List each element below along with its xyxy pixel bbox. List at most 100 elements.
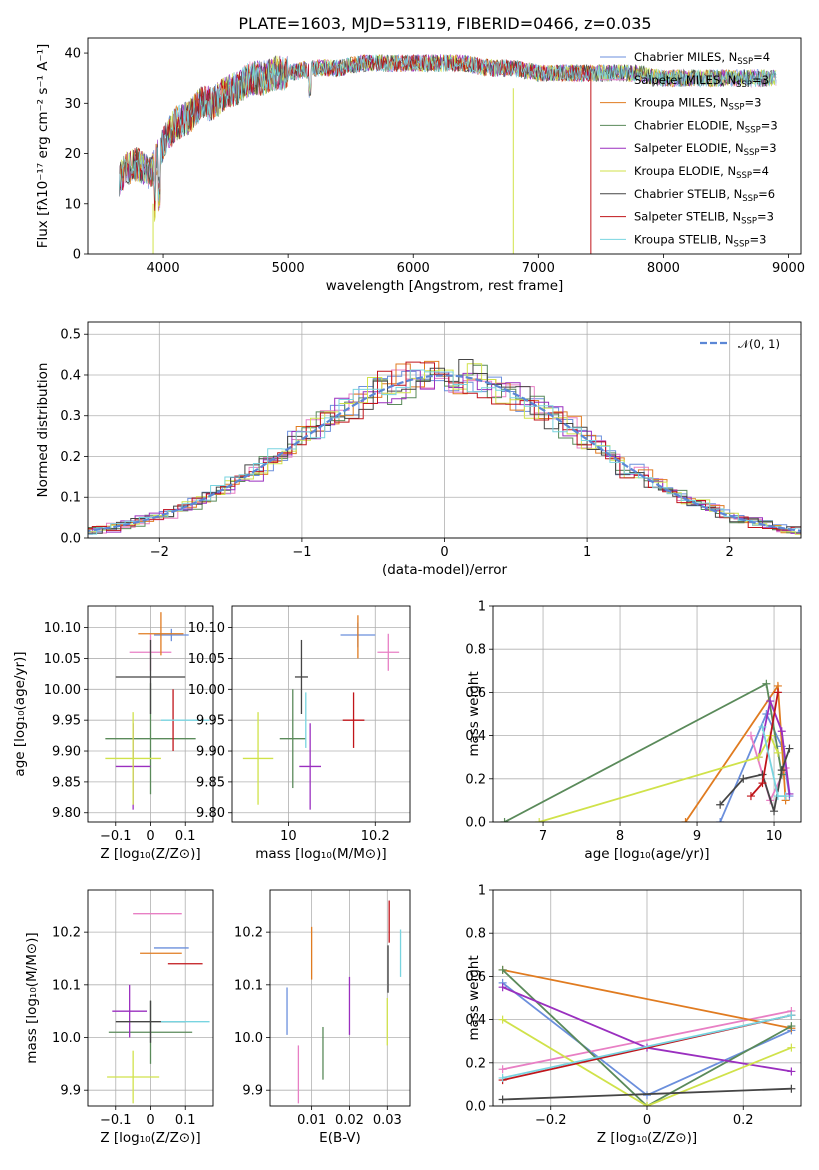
weight-line-6 xyxy=(502,1018,792,1106)
x-tick-label: 0.02 xyxy=(335,1113,364,1128)
x-tick-label: −0.1 xyxy=(100,1113,132,1128)
weight-marker xyxy=(762,679,771,688)
weight-marker xyxy=(773,792,782,801)
y-axis-label: mass weight xyxy=(466,955,482,1040)
y-axis-label: Normed distribution xyxy=(35,363,51,498)
x-tick-label: 5000 xyxy=(272,261,305,276)
weight-marker xyxy=(781,792,790,801)
y-tick-label: 0.4 xyxy=(465,729,486,744)
x-axis-label: age [log₁₀(age/yr)] xyxy=(584,846,709,862)
axes-frame: 0.01 0.02 0.03 9.9 10.0 10.1 10.2 E(B-V) xyxy=(234,889,411,1146)
axes-frame: 4000 5000 6000 7000 8000 9000 0 10 20 30 40 wavelen… xyxy=(35,37,805,294)
axes-frame: −0.2 0 0.2 0.0 0.2 0.4 0.6 0.8 1 Z [log₁₀(Z/Z⊙)] m… xyxy=(465,884,802,1146)
x-tick-label: 0 xyxy=(440,545,448,560)
weight-line-9 xyxy=(502,1014,792,1079)
weight-line-3 xyxy=(502,969,792,1030)
histogram-7 xyxy=(88,359,801,535)
y-tick-label: 30 xyxy=(64,97,81,112)
x-axis-label: Z [log₁₀(Z/Z⊙)] xyxy=(100,846,200,862)
axes-frame: −0.1 0 0.1 9.9 10.0 10.1 10.2 Z [log₁₀(Z/Z⊙)] ma… xyxy=(24,889,214,1146)
weight-marker xyxy=(787,1011,796,1020)
x-tick-label: 7 xyxy=(539,829,547,844)
panel-mass_vs_EBV: 0.01 0.02 0.03 9.9 10.0 10.1 10.2 E(B-V) xyxy=(234,889,411,1146)
errorbar-point xyxy=(115,639,186,714)
spectrum-line-9 xyxy=(119,54,777,202)
y-tick-label: 10.2 xyxy=(52,926,81,941)
y-tick-label: 0.8 xyxy=(465,927,486,942)
plot-area xyxy=(498,965,796,1106)
y-tick-label: 10.10 xyxy=(44,621,81,636)
y-tick-label: 10.2 xyxy=(234,926,263,941)
weight-marker xyxy=(681,818,690,822)
histogram-8 xyxy=(88,361,801,531)
x-tick-label: 9 xyxy=(693,829,701,844)
x-tick-label: 0.2 xyxy=(733,1113,754,1128)
y-tick-label: 0 xyxy=(73,248,81,263)
y-tick-label: 9.95 xyxy=(52,714,81,729)
y-tick-label: 20 xyxy=(64,147,81,162)
x-tick-label: 10 xyxy=(766,829,783,844)
weight-marker xyxy=(498,1073,507,1082)
x-tick-label: 8 xyxy=(616,829,624,844)
axes-frame: 7 8 9 10 0.0 0.2 0.4 0.6 0.8 1 age [log₁₀(age/yr)]… xyxy=(465,600,802,862)
weight-marker xyxy=(777,766,786,775)
errorbar-point xyxy=(299,723,321,810)
y-tick-label: 0.2 xyxy=(465,1056,486,1071)
errorbar-point xyxy=(138,612,184,656)
errorbar-point xyxy=(107,1050,160,1104)
x-tick-label: 4000 xyxy=(147,261,180,276)
legend-label: Salpeter ELODIE, NSSP=3 xyxy=(634,141,777,158)
x-tick-label: 6000 xyxy=(397,261,430,276)
plot-area xyxy=(500,679,794,822)
spectrum-line-7 xyxy=(119,54,777,199)
weight-marker xyxy=(498,1065,507,1074)
y-tick-label: 0.6 xyxy=(465,686,486,701)
axes-frame: −2 −1 0 1 2 0.0 0.1 0.2 0.3 0.4 0.5 (data-model)/er… xyxy=(35,321,802,578)
x-tick-label: 8000 xyxy=(647,261,680,276)
y-tick-label: 10.00 xyxy=(44,683,81,698)
x-tick-label: 10.2 xyxy=(361,829,390,844)
weight-marker xyxy=(787,1022,796,1031)
weight-marker xyxy=(785,789,794,798)
errorbar-point xyxy=(105,712,161,805)
legend-label: Chabrier ELODIE, NSSP=3 xyxy=(634,118,778,135)
y-tick-label: 0.4 xyxy=(60,368,81,383)
weight-marker xyxy=(746,731,755,740)
histogram-5 xyxy=(88,370,801,535)
y-tick-label: 9.85 xyxy=(196,775,225,790)
weight-line-7 xyxy=(719,748,791,812)
legend-label: Salpeter MILES, NSSP=3 xyxy=(634,73,769,90)
axes-frame: −0.1 0 0.1 9.80 9.85 9.90 9.95 10.00 10.05 10.10 Z… xyxy=(12,605,214,862)
y-axis-label: mass weight xyxy=(466,671,482,756)
y-tick-label: 10.0 xyxy=(52,1031,81,1046)
panel-mass_vs_Z: −0.1 0 0.1 9.9 10.0 10.1 10.2 Z [log₁₀(Z/Z⊙)] ma… xyxy=(24,889,214,1146)
errorbar-point xyxy=(377,633,400,671)
panel-age_vs_mass: 10 10.2 9.80 9.85 9.90 9.95 10.00 10.05 10.10 mas… xyxy=(188,605,411,862)
errorbar-point xyxy=(294,639,308,714)
errorbar-point xyxy=(342,692,365,748)
weight-marker xyxy=(498,983,507,992)
y-tick-label: 10.10 xyxy=(188,621,225,636)
x-tick-label: 0.1 xyxy=(175,829,196,844)
y-axis-label: mass [log₁₀(M/M⊙)] xyxy=(24,932,40,1063)
x-axis-label: E(B-V) xyxy=(319,1130,361,1146)
weight-line-4 xyxy=(501,969,792,1106)
panel-mass_weight_vs_Z: −0.2 0 0.2 0.0 0.2 0.4 0.6 0.8 1 Z [log₁₀(Z/Z⊙)] m… xyxy=(465,884,802,1146)
weight-line-6 xyxy=(538,733,779,822)
y-tick-label: 0.0 xyxy=(60,532,81,547)
x-tick-label: 0.03 xyxy=(373,1113,402,1128)
weight-marker xyxy=(498,965,507,974)
weight-marker xyxy=(777,727,786,736)
weight-marker xyxy=(643,1102,651,1106)
spectrum-line-8 xyxy=(119,53,591,211)
legend-label: 𝒩(0, 1) xyxy=(738,337,780,351)
x-axis-label: mass [log₁₀(M/M⊙)] xyxy=(255,846,386,862)
weight-marker xyxy=(766,697,775,706)
panel-age_vs_Z: −0.1 0 0.1 9.80 9.85 9.90 9.95 10.00 10.05 10.10 Z… xyxy=(12,605,214,862)
spectrum-legend: Chabrier MILES, NSSP=4 Salpeter MILES, NS… xyxy=(600,50,778,249)
legend-label: Kroupa ELODIE, NSSP=4 xyxy=(634,164,769,181)
y-axis-label: age [log₁₀(age/yr)] xyxy=(12,651,28,776)
y-tick-label: 9.90 xyxy=(196,745,225,760)
x-axis-label: wavelength [Angstrom, rest frame] xyxy=(326,278,564,294)
x-tick-label: −1 xyxy=(292,545,311,560)
